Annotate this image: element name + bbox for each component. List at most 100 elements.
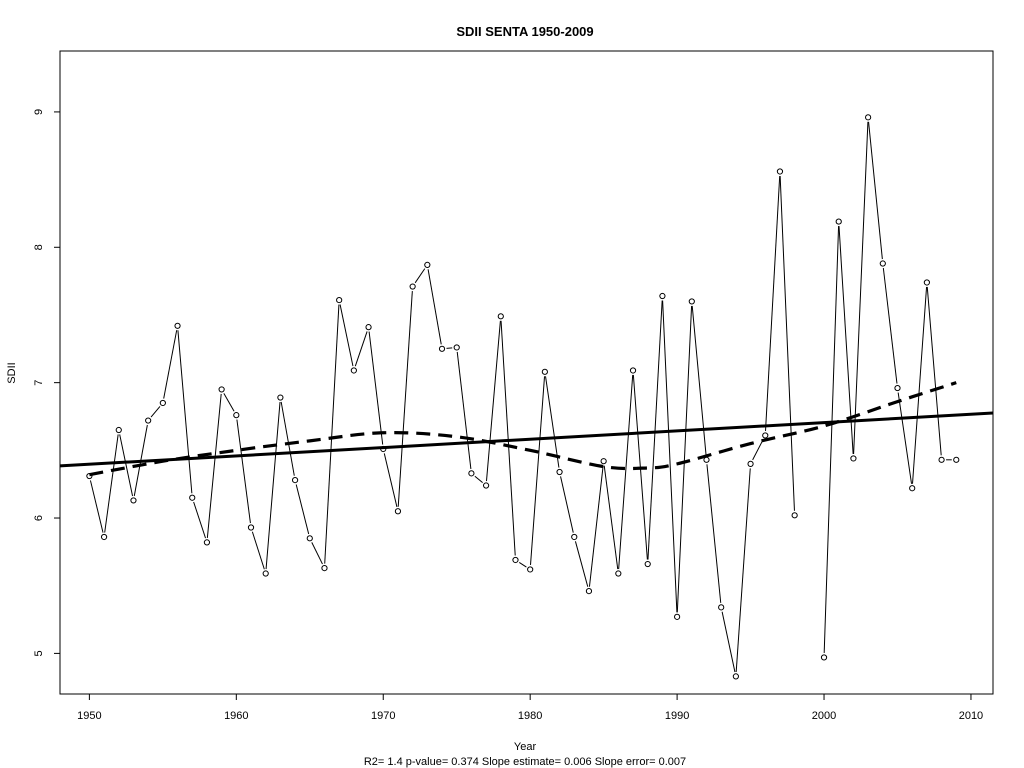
series-segment — [177, 330, 193, 494]
series-segment — [500, 320, 516, 556]
data-point — [938, 456, 945, 463]
series-segment — [618, 374, 634, 570]
series-segment — [518, 562, 527, 568]
y-tick-label: 8 — [33, 244, 45, 250]
data-point — [512, 556, 519, 564]
data-point — [100, 533, 108, 541]
data-point — [953, 456, 960, 463]
series-segment — [397, 290, 413, 507]
data-point — [732, 673, 739, 680]
series-segment — [662, 300, 678, 613]
series-segment — [691, 305, 707, 456]
series-segment — [474, 475, 483, 484]
series-segment — [868, 121, 883, 260]
data-point — [453, 344, 460, 351]
series-segment — [193, 501, 206, 539]
data-point — [850, 455, 857, 462]
data-point — [879, 260, 886, 267]
series-segment — [446, 347, 453, 349]
series-segment — [574, 541, 589, 587]
series-segment — [206, 393, 222, 538]
data-point — [468, 470, 475, 477]
series-segment — [324, 304, 340, 564]
series-segment — [853, 121, 869, 454]
series-segment — [119, 434, 134, 497]
data-point — [203, 539, 211, 546]
data-point — [424, 261, 431, 268]
x-tick-label: 2000 — [812, 710, 836, 722]
series-segment — [339, 304, 354, 367]
data-point — [233, 412, 240, 419]
series-segment — [354, 331, 368, 367]
series-segment — [368, 331, 384, 445]
data-point — [394, 508, 402, 515]
x-tick-label: 1970 — [371, 710, 395, 722]
data-point — [277, 394, 284, 401]
data-point — [585, 588, 593, 595]
series-segment — [721, 611, 736, 673]
series-segment — [647, 300, 663, 560]
data-point — [130, 497, 137, 504]
data-point — [659, 292, 666, 300]
data-point — [306, 535, 313, 542]
data-point — [365, 324, 372, 331]
series-segment — [427, 269, 442, 345]
series-segment — [588, 465, 604, 587]
data-point — [865, 114, 872, 121]
x-tick-label: 1980 — [518, 710, 542, 722]
series-segment — [603, 465, 619, 570]
data-point — [556, 468, 563, 476]
series-segment — [912, 286, 928, 484]
data-point — [674, 613, 681, 620]
x-tick-label: 2010 — [959, 710, 983, 722]
series-segment — [223, 393, 235, 412]
series-segment — [765, 175, 781, 431]
y-axis: 5 6 7 8 9 — [33, 109, 60, 656]
data-point — [571, 533, 578, 541]
data-point — [409, 283, 416, 290]
data-point — [923, 279, 930, 286]
series-segment — [104, 434, 119, 533]
data-point — [688, 298, 695, 305]
data-point — [247, 524, 255, 531]
data-point — [644, 560, 651, 568]
chart-title: SDII SENTA 1950-2009 — [456, 24, 593, 39]
y-axis-label: SDII — [6, 362, 18, 383]
stats-note: R2= 1.4 p-value= 0.374 Slope estimate= 0… — [364, 756, 686, 768]
x-axis-label: Year — [514, 741, 537, 753]
series-segment — [560, 476, 574, 533]
series-segment — [735, 468, 751, 672]
series-segment — [383, 453, 398, 507]
series-segment — [295, 484, 310, 535]
data-point — [762, 432, 769, 439]
series-segment — [530, 376, 546, 566]
series-segment — [706, 464, 722, 603]
x-tick-label: 1990 — [665, 710, 689, 722]
data-point — [541, 368, 548, 375]
data-point — [145, 417, 152, 424]
data-point — [820, 654, 828, 661]
series-segment — [236, 419, 251, 524]
data-point — [909, 485, 916, 492]
data-point — [615, 570, 622, 577]
series-segment — [545, 376, 560, 468]
series-segment — [414, 268, 426, 284]
data-point — [262, 570, 269, 577]
x-tick-label: 1960 — [224, 710, 248, 722]
y-tick-label: 5 — [33, 650, 45, 656]
data-point — [291, 477, 299, 484]
series-segment — [311, 542, 323, 565]
series-segment — [89, 480, 104, 533]
series-segment — [779, 175, 795, 511]
data-point — [527, 566, 534, 573]
series-segment — [882, 267, 898, 384]
data-point — [189, 494, 196, 501]
y-tick-label: 6 — [33, 515, 45, 521]
series-segment — [823, 226, 840, 653]
data-point — [629, 367, 637, 374]
series-segment — [676, 305, 693, 613]
series-segment — [280, 401, 295, 476]
data-point — [115, 426, 122, 434]
x-axis: 1950 1960 1970 1980 1990 2000 2010 — [77, 694, 983, 722]
